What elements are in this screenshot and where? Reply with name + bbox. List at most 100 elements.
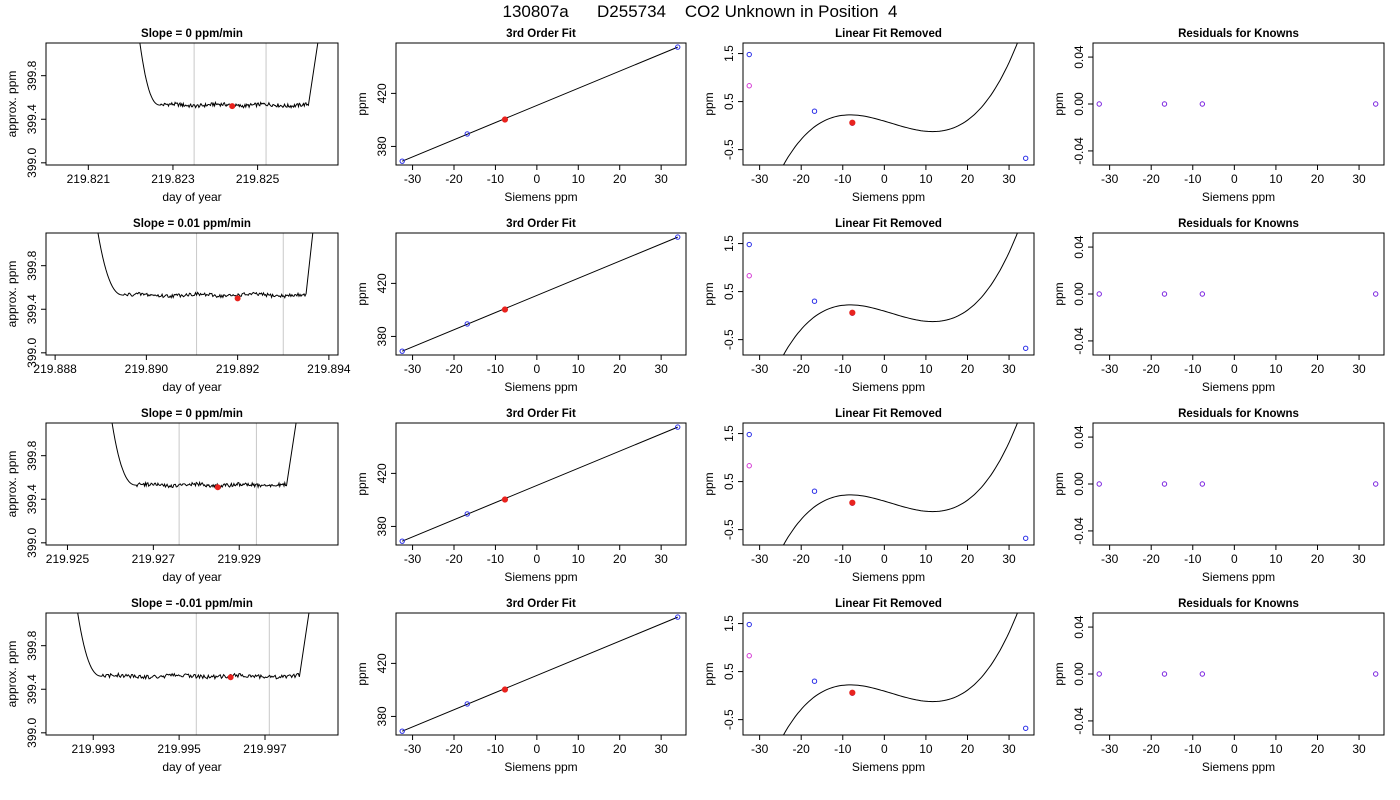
plot-area	[1096, 291, 1379, 297]
x-tick-label: -30	[751, 552, 769, 566]
y-tick-label: 380	[375, 136, 389, 156]
standard-point	[675, 44, 681, 50]
x-axis-label: Siemens ppm	[504, 380, 577, 394]
standard-point	[464, 321, 470, 327]
panel-title: Slope = 0.01 ppm/min	[133, 218, 251, 230]
fit-line	[402, 46, 678, 162]
y-tick-label: 1.5	[722, 615, 736, 632]
x-tick-label: 10	[919, 172, 933, 186]
panel-1-2: 3rd Order Fit -30 -20 -10 0 10 20 30 380 420 Sieme…	[355, 28, 687, 204]
x-tick-label: 219.888	[33, 362, 77, 376]
x-tick-label: -10	[487, 552, 505, 566]
x-tick-label: -20	[1143, 552, 1161, 566]
x-tick-label: 219.925	[46, 552, 90, 566]
x-tick-label: -30	[1101, 362, 1119, 376]
x-tick-label: 0	[881, 362, 888, 376]
x-tick-label: -10	[1184, 552, 1202, 566]
y-tick-label: -0.5	[722, 519, 736, 540]
panel-title: Slope = -0.01 ppm/min	[131, 598, 253, 610]
panel-3-4: Residuals for Knowns -30 -20 -10 0 10 20 30 -0.0…	[1052, 408, 1385, 584]
unknown-point	[501, 496, 509, 503]
panel-title: Slope = 0 ppm/min	[141, 28, 243, 40]
x-axis-label: Siemens ppm	[852, 380, 925, 394]
standard-point	[399, 348, 405, 354]
plot-frame	[1092, 422, 1385, 546]
y-tick-label: 0.04	[1072, 425, 1086, 449]
x-tick-label: 20	[1311, 552, 1325, 566]
x-tick-label: 30	[1352, 172, 1366, 186]
y-tick-label: 399.0	[25, 527, 39, 557]
y-tick-label: 399.0	[25, 147, 39, 177]
panel-title: Slope = 0 ppm/min	[141, 408, 243, 420]
sample-marker	[234, 295, 241, 302]
y-tick-label: -0.04	[1072, 707, 1086, 735]
x-tick-label: -20	[1143, 362, 1161, 376]
standard-point	[1022, 345, 1029, 351]
y-axis-label: ppm	[355, 472, 369, 495]
plot-area	[746, 613, 1029, 735]
x-tick-label: -30	[1101, 172, 1119, 186]
panel-2-2: 3rd Order Fit -30 -20 -10 0 10 20 30 380 420 Sieme…	[355, 218, 687, 394]
x-tick-label: 10	[1269, 552, 1283, 566]
residual-point	[1199, 671, 1206, 677]
standard-point	[746, 241, 752, 248]
x-tick-label: -30	[404, 552, 422, 566]
y-tick-label: 380	[375, 326, 389, 346]
y-axis-label: ppm	[355, 282, 369, 305]
panel-1-3: Linear Fit Removed -30 -20 -10 0 10 20 30 -0.5 0.…	[702, 28, 1035, 204]
sample-marker	[227, 674, 234, 681]
plot-area	[399, 424, 681, 544]
x-tick-label: -20	[793, 172, 811, 186]
x-tick-label: -10	[1184, 742, 1202, 756]
x-axis-label: day of year	[162, 570, 221, 584]
y-tick-label: 0.04	[1072, 235, 1086, 259]
panel-title: Linear Fit Removed	[835, 28, 942, 40]
residual-point	[1096, 481, 1102, 487]
y-tick-label: 380	[375, 516, 389, 536]
y-tick-label: 1.5	[722, 425, 736, 442]
x-tick-label: -20	[793, 552, 811, 566]
plot-frame	[742, 232, 1035, 356]
x-tick-label: 30	[1352, 742, 1366, 756]
y-tick-label: -0.5	[722, 139, 736, 160]
plot-area	[399, 614, 681, 734]
y-tick-label: 1.5	[722, 235, 736, 252]
analyzer-trace	[77, 613, 310, 681]
standard-point	[464, 131, 470, 137]
standard-point	[811, 488, 818, 494]
plot-area	[111, 423, 297, 545]
standard-point	[1022, 535, 1029, 541]
panel-4-3: Linear Fit Removed -30 -20 -10 0 10 20 30 -0.5 0.…	[702, 598, 1035, 774]
sample-marker	[229, 103, 236, 110]
standard-point	[811, 298, 818, 304]
x-tick-label: -20	[793, 362, 811, 376]
cubic-fit-curve	[782, 423, 1018, 545]
residual-point	[1372, 671, 1379, 677]
y-tick-label: 0.04	[1072, 615, 1086, 639]
panel-2-4: Residuals for Knowns -30 -20 -10 0 10 20 30 -0.0…	[1052, 218, 1385, 394]
y-tick-label: 399.4	[25, 674, 39, 704]
residual-point	[1199, 101, 1206, 107]
y-axis-label: approx. ppm	[5, 451, 19, 518]
x-tick-label: -20	[445, 742, 463, 756]
x-tick-label: 20	[961, 362, 975, 376]
x-tick-label: 10	[1269, 172, 1283, 186]
y-axis-label: ppm	[702, 92, 716, 115]
x-axis-label: day of year	[162, 380, 221, 394]
x-tick-label: 219.997	[243, 742, 287, 756]
x-tick-label: -10	[834, 362, 852, 376]
x-tick-label: 0	[1231, 172, 1238, 186]
figure-title: 130807a D255734 CO2 Unknown in Position …	[502, 2, 898, 21]
x-tick-label: 10	[572, 362, 586, 376]
x-tick-label: 10	[1269, 742, 1283, 756]
y-tick-label: 0.5	[722, 473, 736, 490]
panel-4-1: Slope = -0.01 ppm/min 219.993 219.995 219.9…	[5, 598, 339, 774]
x-tick-label: -20	[793, 742, 811, 756]
plot-area	[399, 44, 681, 164]
plot-frame	[742, 612, 1035, 736]
plot-frame	[1092, 42, 1385, 166]
plot-area	[139, 43, 319, 165]
plot-frame	[1092, 232, 1385, 356]
x-tick-label: -30	[404, 362, 422, 376]
panel-title: Residuals for Knowns	[1178, 408, 1299, 420]
